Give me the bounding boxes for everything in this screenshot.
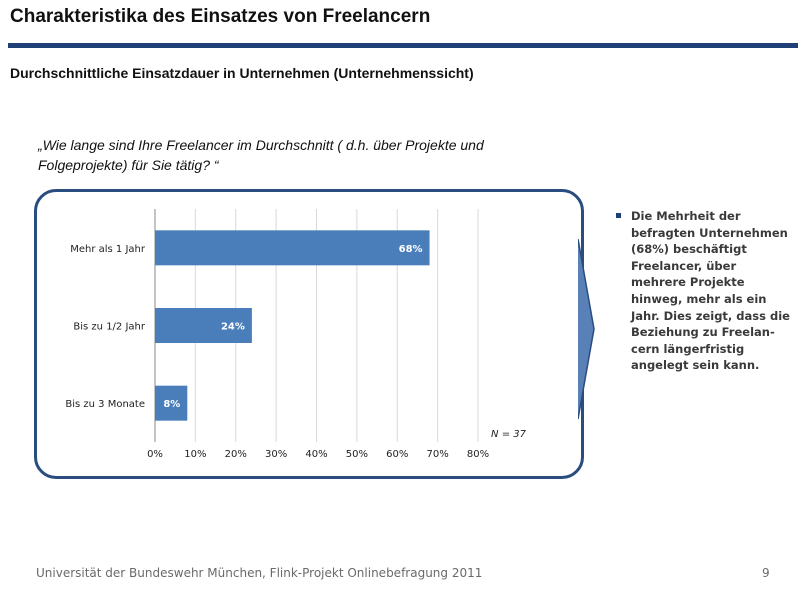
x-tick-label: 80%: [467, 449, 489, 460]
bar-data-label: 8%: [163, 399, 180, 410]
category-label: Mehr als 1 Jahr: [70, 244, 146, 255]
slide-subtitle: Durchschnittliche Einsatzdauer in Untern…: [10, 65, 474, 81]
category-label: Bis zu 3 Monate: [65, 399, 145, 410]
bar: [155, 385, 188, 421]
page-number: 9: [762, 566, 770, 580]
bar: [155, 308, 252, 343]
x-tick-label: 70%: [427, 449, 449, 460]
bar-data-label: 68%: [399, 244, 423, 255]
bullet-icon: [616, 213, 621, 218]
footer-source: Universität der Bundeswehr München, Flin…: [36, 566, 483, 580]
x-tick-label: 30%: [265, 449, 287, 460]
bar: [155, 230, 430, 266]
bar-data-label: 24%: [221, 322, 245, 333]
x-tick-label: 20%: [225, 449, 247, 460]
title-divider: [8, 43, 798, 48]
summary-bullet-text: Die Mehrheit der befragten Unternehmen (…: [631, 209, 790, 373]
callout-arrow-icon: [578, 238, 595, 420]
x-tick-label: 40%: [305, 449, 327, 460]
x-tick-label: 10%: [184, 449, 206, 460]
sample-size-annotation: N = 37: [491, 429, 527, 440]
summary-bullet: Die Mehrheit der befragten Unternehmen (…: [614, 208, 794, 374]
category-label: Bis zu 1/2 Jahr: [73, 322, 145, 333]
slide-title: Charakteristika des Einsatzes von Freela…: [10, 6, 431, 27]
duration-bar-chart: 0% 10% 20% 30% 40% 50% 60% 70% 80% 68% Mehr als 1 …: [65, 209, 527, 460]
x-tick-label: 50%: [346, 449, 368, 460]
summary-bullets: Die Mehrheit der befragten Unternehmen (…: [614, 208, 794, 374]
x-tick-label: 60%: [386, 449, 408, 460]
survey-question: „Wie lange sind Ihre Freelancer im Durch…: [38, 137, 484, 173]
x-tick-label: 0%: [147, 449, 163, 460]
